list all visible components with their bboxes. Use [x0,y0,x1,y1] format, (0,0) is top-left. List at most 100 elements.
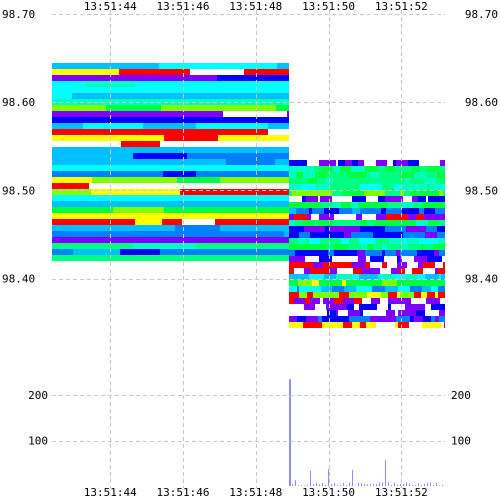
heatmap-cell [289,322,303,328]
heatmap-cell [136,255,207,261]
heatmap-cell [374,220,376,226]
heatmap-cell [382,262,387,268]
heatmap-cell [220,225,260,231]
heatmap-cell [410,178,424,184]
heatmap-cell [175,225,220,231]
heatmap-cell [442,256,445,262]
heatmap-cell [390,250,396,256]
heatmap-cell [426,298,440,304]
heatmap-cell [419,256,427,262]
heatmap-cell [140,135,164,141]
heatmap-cell [400,172,410,178]
heatmap-cell [333,220,338,226]
heatmap-cell [435,292,438,298]
heatmap-cell [408,214,416,220]
heatmap-cell [342,280,346,286]
heatmap-cell [341,226,353,232]
heatmap-cell [435,280,441,286]
heatmap-cell [385,190,400,196]
heatmap-cell [367,220,374,226]
heatmap-cell [427,184,430,190]
heatmap-cell [151,75,217,81]
heatmap-cell [403,268,405,274]
heatmap-cell [421,244,424,250]
heatmap-cell [360,178,365,184]
heatmap-cell [427,256,442,262]
heatmap-cell [317,256,319,262]
heatmap-cell [438,286,445,292]
x-tick-label-top: 13:51:50 [302,0,355,13]
heatmap-cell [443,190,445,196]
volume-bar [331,484,332,486]
heatmap-cell [367,244,374,250]
heatmap-cell [297,274,309,280]
heatmap-cell [313,262,323,268]
heatmap-cell [300,178,307,184]
heatmap-cell [346,280,361,286]
heatmap-cell [376,220,378,226]
x-tick-label-top: 13:51:52 [375,0,428,13]
heatmap-cell [307,178,309,184]
heatmap-cell [378,166,385,172]
heatmap-cell [439,274,441,280]
heatmap-cell [251,213,289,219]
heatmap-cell [369,292,374,298]
heatmap-cell [349,220,360,226]
heatmap-cell [372,202,387,208]
heatmap-cell [312,310,327,316]
heatmap-cell [444,178,445,184]
heatmap-cell [437,172,442,178]
heatmap-cell [106,195,182,201]
heatmap-cell [326,292,331,298]
heatmap-cell [52,165,107,171]
volume-bar [325,485,326,486]
heatmap-cell [363,196,366,202]
heatmap-cell [360,310,363,316]
heatmap-cell [294,214,307,220]
heatmap-cell [386,214,394,220]
heatmap-cell [177,177,220,183]
volume-bar [415,485,416,486]
heatmap-cell [425,232,437,238]
heatmap-cell [296,172,303,178]
heatmap-cell [325,160,327,166]
heatmap-cell [307,214,311,220]
heatmap-cell [197,81,258,87]
heatmap-cell [200,93,279,99]
heatmap-cell [289,196,302,202]
heatmap-cell [110,147,190,153]
heatmap-cell [159,63,243,69]
heatmap-cell [52,225,130,231]
heatmap-cell [360,184,373,190]
heatmap-cell [289,262,294,268]
heatmap-cell [334,214,349,220]
heatmap-cell [313,292,326,298]
heatmap-cell [306,316,318,322]
heatmap-cell [371,226,385,232]
heatmap-cell [316,268,330,274]
heatmap-cell [182,195,244,201]
heatmap-cell [361,280,371,286]
heatmap-cell [353,226,360,232]
heatmap-cell [304,268,310,274]
heatmap-cell [52,141,121,147]
heatmap-cell [289,250,295,256]
heatmap-cell [369,208,381,214]
heatmap-cell [303,322,311,328]
heatmap-cell [125,129,145,135]
heatmap-cell [380,268,391,274]
heatmap-cell [116,213,195,219]
heatmap-cell [306,238,309,244]
heatmap-cell [279,93,289,99]
heatmap-cell [102,243,133,249]
heatmap-cell [340,274,352,280]
heatmap-cell [423,274,425,280]
heatmap-cell [346,232,351,238]
heatmap-cell [442,172,445,178]
heatmap-cell [352,196,363,202]
heatmap-cell [356,244,362,250]
heatmap-cell [360,322,366,328]
heatmap-cell [376,322,381,328]
heatmap-cell [315,304,326,310]
